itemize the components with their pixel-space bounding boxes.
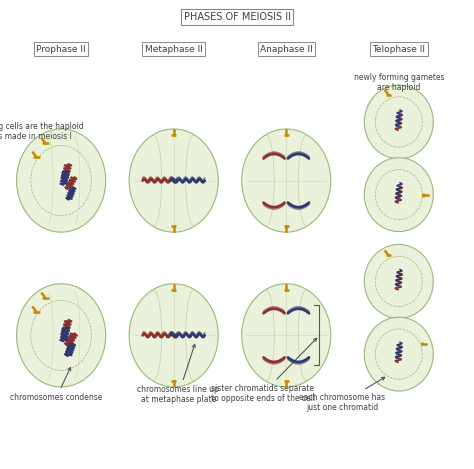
Ellipse shape <box>365 158 433 232</box>
Ellipse shape <box>129 284 218 387</box>
Text: each chromosome has
just one chromatid: each chromosome has just one chromatid <box>300 377 385 412</box>
Ellipse shape <box>17 284 106 387</box>
Ellipse shape <box>242 284 331 387</box>
Text: Anaphase II: Anaphase II <box>260 45 313 54</box>
Text: starting cells are the haploid
cells made in meiosis I: starting cells are the haploid cells mad… <box>0 121 83 141</box>
Text: chromosomes condense: chromosomes condense <box>10 367 103 402</box>
Text: chromosomes line up
at metaphase plate: chromosomes line up at metaphase plate <box>137 344 219 404</box>
Text: sister chromatids separate
to opposite ends of the cell: sister chromatids separate to opposite e… <box>210 338 317 403</box>
Ellipse shape <box>242 129 331 232</box>
Text: newly forming gametes
are haploid: newly forming gametes are haploid <box>354 73 444 92</box>
Ellipse shape <box>365 85 433 159</box>
Ellipse shape <box>129 129 218 232</box>
Ellipse shape <box>365 317 433 391</box>
Text: PHASES OF MEIOSIS II: PHASES OF MEIOSIS II <box>183 12 291 22</box>
Ellipse shape <box>17 129 106 232</box>
Text: Telophase II: Telophase II <box>372 45 425 54</box>
Text: Metaphase II: Metaphase II <box>145 45 202 54</box>
Ellipse shape <box>365 244 433 318</box>
Text: Prophase II: Prophase II <box>36 45 86 54</box>
